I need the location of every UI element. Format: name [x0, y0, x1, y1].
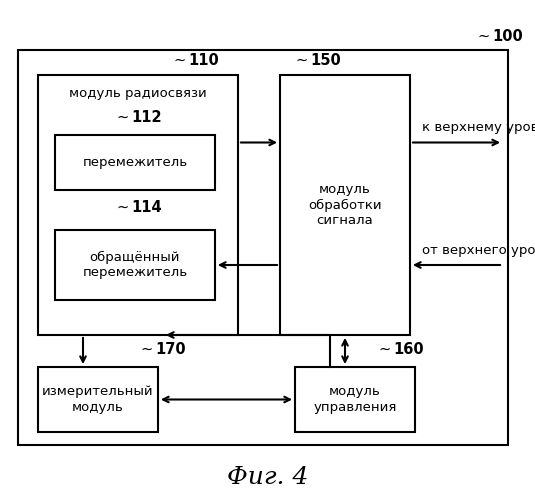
Text: Фиг. 4: Фиг. 4: [227, 466, 308, 489]
Text: ∼: ∼: [295, 53, 307, 68]
Bar: [18, 50, 508, 445]
Text: 150: 150: [310, 53, 341, 68]
Bar: [38, 367, 158, 432]
Text: 170: 170: [155, 342, 186, 357]
Bar: [280, 75, 410, 335]
Text: перемежитель: перемежитель: [82, 156, 188, 169]
Bar: [38, 75, 238, 335]
Text: 160: 160: [393, 342, 424, 357]
Text: 114: 114: [131, 200, 162, 215]
Text: ∼: ∼: [116, 110, 128, 125]
Text: ∼: ∼: [140, 342, 152, 357]
Text: обращённый
перемежитель: обращённый перемежитель: [82, 251, 188, 279]
Text: ∼: ∼: [116, 200, 128, 215]
Text: ∼: ∼: [173, 53, 185, 68]
Text: к верхнему уровню: к верхнему уровню: [422, 122, 535, 134]
Text: ∼: ∼: [378, 342, 390, 357]
Text: ∼: ∼: [477, 29, 489, 44]
Text: 110: 110: [188, 53, 219, 68]
Text: 112: 112: [131, 110, 162, 125]
Text: модуль
управления: модуль управления: [314, 386, 396, 413]
Text: измерительный
модуль: измерительный модуль: [42, 386, 154, 413]
Text: модуль
обработки
сигнала: модуль обработки сигнала: [308, 184, 382, 226]
Text: модуль радиосвязи: модуль радиосвязи: [69, 86, 207, 100]
Text: от верхнего уровня: от верхнего уровня: [422, 244, 535, 257]
Bar: [55, 230, 215, 300]
Bar: [295, 367, 415, 432]
Text: 100: 100: [492, 29, 523, 44]
Bar: [55, 135, 215, 190]
